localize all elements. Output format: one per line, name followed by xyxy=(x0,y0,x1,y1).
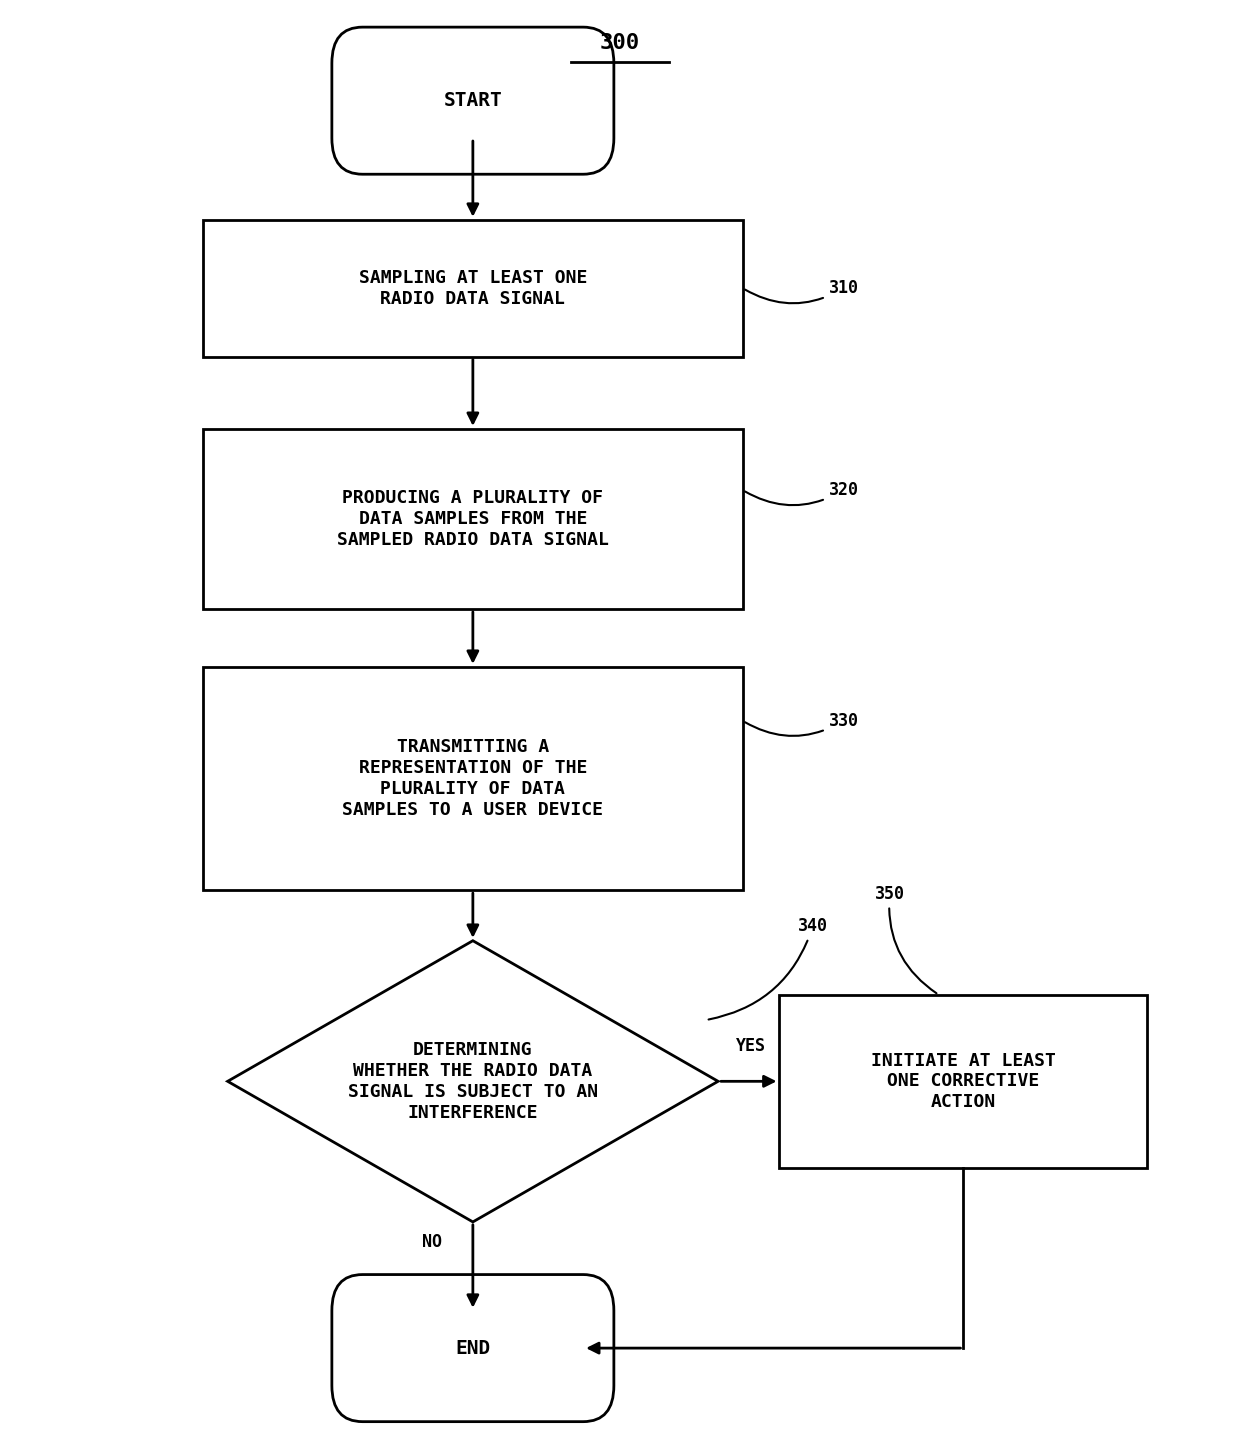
Text: START: START xyxy=(444,92,502,111)
Text: 340: 340 xyxy=(708,917,828,1019)
Text: INITIATE AT LEAST
ONE CORRECTIVE
ACTION: INITIATE AT LEAST ONE CORRECTIVE ACTION xyxy=(870,1051,1055,1111)
Text: YES: YES xyxy=(737,1037,766,1056)
Text: DETERMINING
WHETHER THE RADIO DATA
SIGNAL IS SUBJECT TO AN
INTERFERENCE: DETERMINING WHETHER THE RADIO DATA SIGNA… xyxy=(347,1041,598,1121)
Polygon shape xyxy=(228,941,718,1222)
Text: 300: 300 xyxy=(600,33,640,52)
Text: 320: 320 xyxy=(745,480,858,505)
Bar xyxy=(203,428,743,609)
Bar xyxy=(780,994,1147,1168)
Text: NO: NO xyxy=(422,1233,443,1252)
Bar xyxy=(203,220,743,357)
FancyBboxPatch shape xyxy=(332,28,614,175)
Text: SAMPLING AT LEAST ONE
RADIO DATA SIGNAL: SAMPLING AT LEAST ONE RADIO DATA SIGNAL xyxy=(358,269,587,307)
Bar xyxy=(203,667,743,890)
Text: 350: 350 xyxy=(874,885,936,993)
Text: 330: 330 xyxy=(745,712,858,735)
Text: END: END xyxy=(455,1338,491,1357)
FancyBboxPatch shape xyxy=(332,1274,614,1421)
Text: TRANSMITTING A
REPRESENTATION OF THE
PLURALITY OF DATA
SAMPLES TO A USER DEVICE: TRANSMITTING A REPRESENTATION OF THE PLU… xyxy=(342,738,604,818)
Text: PRODUCING A PLURALITY OF
DATA SAMPLES FROM THE
SAMPLED RADIO DATA SIGNAL: PRODUCING A PLURALITY OF DATA SAMPLES FR… xyxy=(337,489,609,549)
Text: 310: 310 xyxy=(745,280,858,303)
